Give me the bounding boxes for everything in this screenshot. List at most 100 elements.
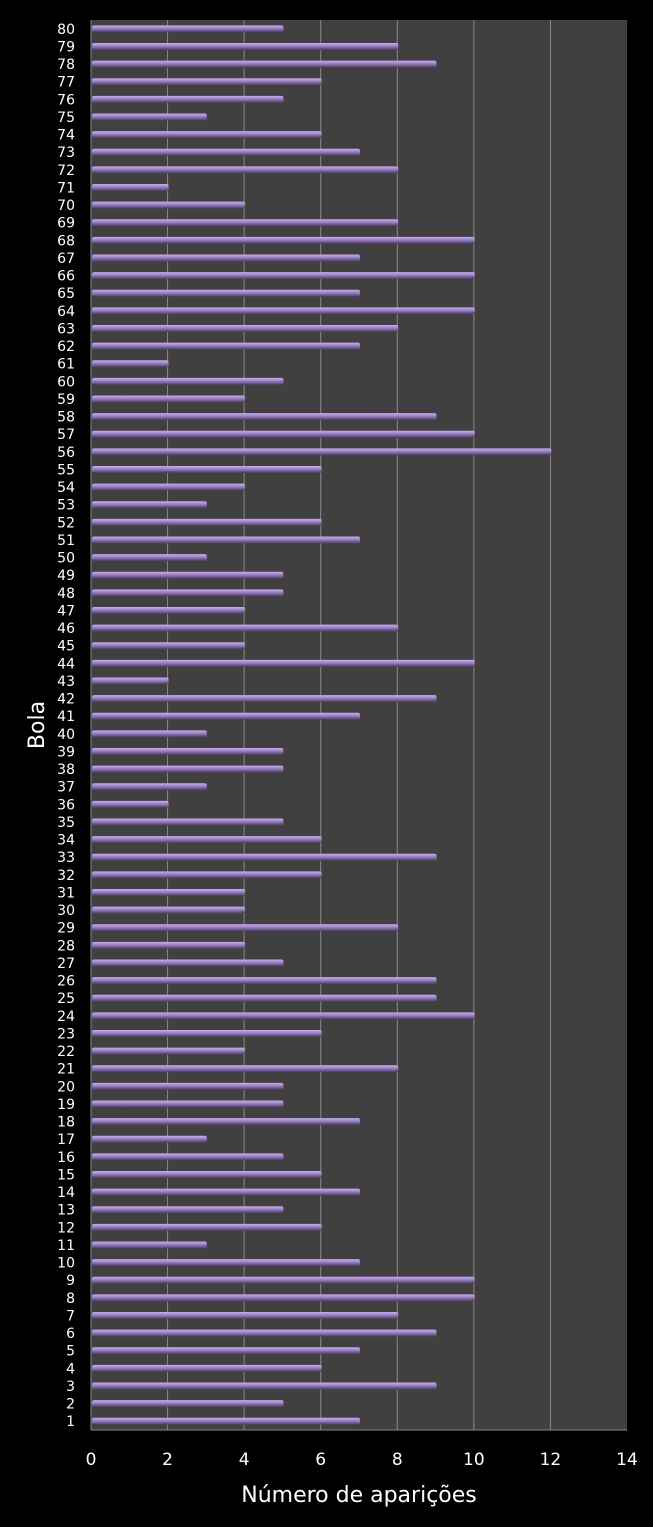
- y-tick-label: 64: [57, 304, 75, 320]
- x-tick-label: 12: [540, 1450, 562, 1470]
- bar-34: [92, 836, 322, 844]
- bar-60: [92, 377, 284, 385]
- y-tick-label: 11: [57, 1238, 75, 1254]
- y-tick-label: 9: [66, 1273, 75, 1289]
- bar-44: [92, 659, 475, 667]
- y-tick-label: 73: [57, 145, 75, 161]
- y-tick-label: 23: [57, 1026, 75, 1042]
- y-tick-label: 35: [57, 815, 75, 831]
- bar-78: [92, 60, 437, 68]
- bar-32: [92, 871, 322, 879]
- y-tick-label: 24: [57, 1009, 75, 1025]
- bar-57: [92, 430, 475, 438]
- y-tick-label: 44: [57, 656, 75, 672]
- y-tick-label: 69: [57, 216, 75, 232]
- y-tick-label: 18: [57, 1115, 75, 1131]
- y-tick-label: 6: [66, 1326, 75, 1342]
- y-tick-label: 43: [57, 674, 75, 690]
- bar-67: [92, 254, 360, 262]
- y-tick-label: 76: [57, 92, 75, 108]
- bar-68: [92, 236, 475, 244]
- y-tick-label: 58: [57, 410, 75, 426]
- bar-7: [92, 1311, 399, 1319]
- bar-70: [92, 201, 246, 209]
- bar-76: [92, 95, 284, 103]
- bar-49: [92, 571, 284, 579]
- bar-17: [92, 1135, 207, 1143]
- bar-28: [92, 941, 246, 949]
- bar-56: [92, 448, 552, 456]
- bar-8: [92, 1294, 475, 1302]
- y-tick-label: 33: [57, 850, 75, 866]
- y-tick-label: 42: [57, 692, 75, 708]
- bar-65: [92, 289, 360, 297]
- y-tick-label: 14: [57, 1185, 75, 1201]
- y-tick-label: 26: [57, 974, 75, 990]
- bar-79: [92, 42, 399, 50]
- y-tick-label: 55: [57, 462, 75, 478]
- bar-15: [92, 1170, 322, 1178]
- bar-45: [92, 642, 246, 650]
- y-tick-label: 46: [57, 621, 75, 637]
- y-tick-label: 52: [57, 515, 75, 531]
- y-tick-label: 25: [57, 991, 75, 1007]
- y-tick-label: 36: [57, 797, 75, 813]
- y-tick-label: 45: [57, 639, 75, 655]
- y-tick-label: 4: [66, 1361, 75, 1377]
- y-tick-label: 38: [57, 762, 75, 778]
- bar-75: [92, 113, 207, 121]
- y-tick-label: 3: [66, 1379, 75, 1395]
- bar-19: [92, 1100, 284, 1108]
- bar-63: [92, 324, 399, 332]
- y-tick-label: 32: [57, 868, 75, 884]
- y-tick-label: 74: [57, 128, 75, 144]
- y-tick-label: 68: [57, 233, 75, 249]
- y-tick-label: 53: [57, 498, 75, 514]
- bar-13: [92, 1206, 284, 1214]
- bar-4: [92, 1364, 322, 1372]
- bar-38: [92, 765, 284, 773]
- y-tick-label: 49: [57, 568, 75, 584]
- y-tick-label: 51: [57, 533, 75, 549]
- y-tick-label: 72: [57, 163, 75, 179]
- bar-62: [92, 342, 360, 350]
- x-tick-label: 14: [616, 1450, 638, 1470]
- bar-12: [92, 1223, 322, 1231]
- y-tick-label: 48: [57, 586, 75, 602]
- bar-42: [92, 695, 437, 703]
- bar-41: [92, 712, 360, 720]
- bar-20: [92, 1082, 284, 1090]
- y-tick-label: 20: [57, 1079, 75, 1095]
- bar-31: [92, 888, 246, 896]
- x-axis-label: Número de aparições: [241, 1483, 477, 1508]
- y-tick-label: 7: [66, 1308, 75, 1324]
- bar-48: [92, 589, 284, 597]
- x-tick-label: 2: [162, 1450, 173, 1470]
- y-tick-label: 29: [57, 921, 75, 937]
- bar-37: [92, 783, 207, 791]
- y-tick-label: 30: [57, 903, 75, 919]
- y-tick-label: 1: [66, 1414, 75, 1430]
- bar-54: [92, 483, 246, 491]
- y-tick-label: 10: [57, 1256, 75, 1272]
- bar-36: [92, 800, 169, 808]
- y-tick-label: 77: [57, 75, 75, 91]
- x-tick-label: 8: [392, 1450, 403, 1470]
- y-tick-label: 17: [57, 1132, 75, 1148]
- bar-69: [92, 219, 399, 227]
- y-tick-label: 70: [57, 198, 75, 214]
- bar-25: [92, 994, 437, 1002]
- y-tick-label: 54: [57, 480, 75, 496]
- bar-72: [92, 166, 399, 174]
- bar-22: [92, 1047, 246, 1055]
- y-tick-label: 56: [57, 445, 75, 461]
- x-tick-label: 4: [239, 1450, 250, 1470]
- y-tick-label: 31: [57, 885, 75, 901]
- y-tick-label: 61: [57, 357, 75, 373]
- y-tick-label: 28: [57, 938, 75, 954]
- y-tick-label: 66: [57, 269, 75, 285]
- bar-2: [92, 1400, 284, 1408]
- x-tick-label: 6: [315, 1450, 326, 1470]
- bar-73: [92, 148, 360, 156]
- bar-6: [92, 1329, 437, 1337]
